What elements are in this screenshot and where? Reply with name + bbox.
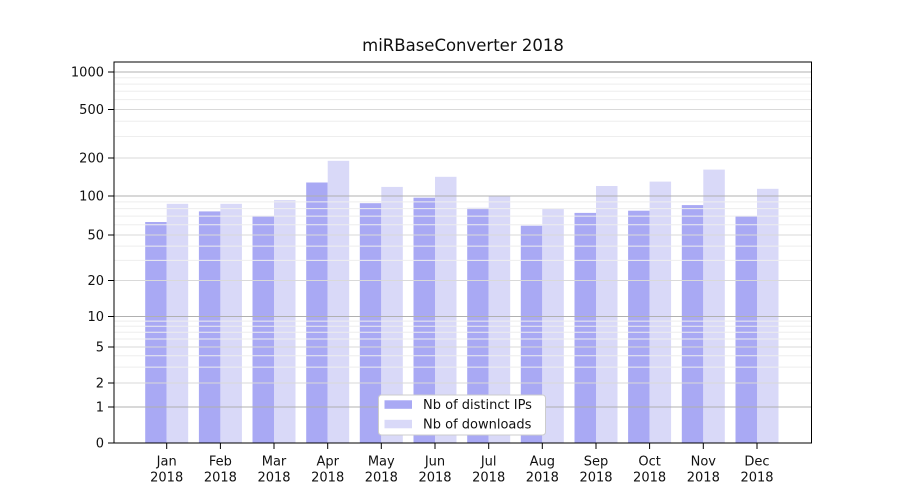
x-tick-label-year: 2018 — [365, 471, 398, 486]
x-tick-label-month: Apr — [316, 455, 339, 470]
x-tick-label-year: 2018 — [204, 471, 237, 486]
bar — [735, 216, 757, 443]
bar — [252, 216, 274, 443]
y-tick-label: 100 — [79, 190, 104, 205]
y-tick-label: 50 — [87, 229, 104, 244]
x-tick-label-month: Aug — [530, 455, 555, 470]
x-tick-label-month: Jan — [156, 455, 177, 470]
plot-border — [113, 61, 812, 444]
bar — [435, 176, 457, 444]
bar — [306, 182, 328, 443]
y-tick-label: 0 — [96, 437, 104, 452]
x-tick-label-year: 2018 — [150, 471, 183, 486]
x-tick-label-year: 2018 — [472, 471, 505, 486]
bar — [381, 186, 403, 443]
x-tick-label-month: Sep — [584, 455, 609, 470]
legend: Nb of distinct IPs Nb of downloads — [378, 394, 546, 436]
x-tick-label-year: 2018 — [526, 471, 559, 486]
x-tick-label-month: May — [368, 455, 395, 470]
bar — [628, 210, 650, 443]
x-tick-label-year: 2018 — [633, 471, 666, 486]
bar — [703, 169, 725, 443]
y-tick-label: 20 — [87, 274, 104, 289]
x-tick-label-month: Oct — [638, 455, 660, 470]
legend-swatch — [384, 419, 412, 429]
bar — [681, 205, 704, 443]
x-tick-label-month: Jun — [424, 455, 445, 470]
y-tick-label: 200 — [79, 152, 104, 167]
y-tick-label: 10 — [87, 310, 104, 325]
x-tick-label-month: Feb — [209, 455, 232, 470]
bar — [596, 186, 618, 443]
bar — [467, 207, 489, 443]
bar — [198, 211, 221, 443]
x-tick-label-month: Dec — [744, 455, 769, 470]
bar — [649, 181, 672, 443]
x-tick-label-month: Nov — [691, 455, 717, 470]
x-tick-label-year: 2018 — [579, 471, 612, 486]
x-tick-label-year: 2018 — [687, 471, 720, 486]
grid-group — [114, 71, 812, 408]
bar — [413, 197, 435, 443]
legend-swatch — [384, 400, 412, 409]
y-axis: 0 1 2 5 10 20 50 100 200 500 1000 — [71, 66, 114, 452]
y-tick-label: 2 — [96, 377, 104, 392]
y-tick-label: 1 — [96, 401, 104, 416]
x-tick-label-month: Mar — [262, 455, 287, 470]
bar — [757, 188, 779, 443]
x-tick-label-month: Jul — [480, 455, 497, 470]
legend-box — [378, 394, 546, 436]
x-tick-label-year: 2018 — [311, 471, 344, 486]
bar — [327, 160, 350, 444]
bar — [574, 212, 596, 443]
legend-label: Nb of distinct IPs — [423, 398, 532, 413]
bar — [488, 195, 511, 443]
y-tick-label: 500 — [79, 103, 104, 118]
x-tick-label-year: 2018 — [418, 471, 451, 486]
y-tick-label: 5 — [96, 341, 104, 356]
x-tick-label-year: 2018 — [257, 471, 290, 486]
x-axis: Jan2018Feb2018Mar2018Apr2018May2018Jun20… — [150, 443, 774, 486]
legend-label: Nb of downloads — [423, 417, 532, 432]
chart-title: miRBaseConverter 2018 — [362, 36, 564, 55]
x-tick-label-year: 2018 — [740, 471, 773, 486]
y-tick-label: 1000 — [71, 66, 104, 81]
